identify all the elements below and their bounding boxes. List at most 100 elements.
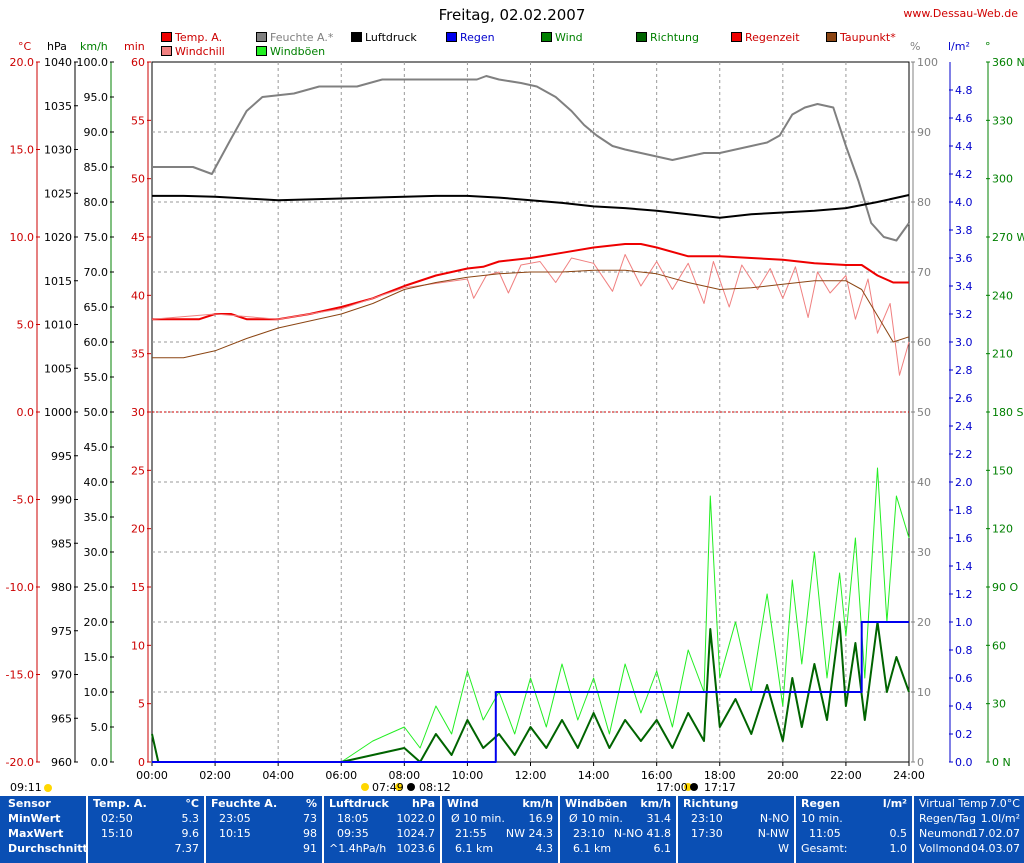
axis-header-rain: l/m² [948,40,970,53]
axis-header-direction: ° [985,40,991,53]
pressure-axis-tick-label: 1030 [44,144,72,157]
wind-unit: km/h [522,797,553,810]
rain-axis-tick-label: 4.8 [955,84,973,97]
x-tick-label: 18:00 [704,769,736,782]
pressure-trend: ^1.4hPa/h [329,842,387,855]
wind-r2-value: NW 24.3 [505,827,553,840]
rain-axis-tick-label: 3.4 [955,280,973,293]
rain-axis-tick-label: 1.2 [955,588,973,601]
pressure-axis-tick-label: 985 [51,537,72,550]
humidity-axis-tick-label: 0 [917,756,924,769]
wind-r3-label: 6.1 km [455,842,494,855]
minutes-axis-tick-label: 0 [138,756,145,769]
chart-title: Freitag, 02.02.2007 [438,6,586,24]
sun-marker [361,783,369,791]
minutes-axis-tick-label: 50 [131,173,145,186]
legend-humidity-swatch [256,32,267,42]
legend-windchill-label: Windchill [175,45,225,58]
gust-unit: km/h [640,797,671,810]
x-tick-label: 08:00 [388,769,420,782]
sunrise-time-2: 08:12 [419,781,451,794]
pressure-axis-tick-label: 960 [51,756,72,769]
column-divider [322,796,324,863]
rain-axis-tick-label: 1.8 [955,504,973,517]
rain-axis-tick-label: 4.4 [955,140,973,153]
legend-gust-label: Windböen [270,45,326,58]
humidity-axis-tick-label: 50 [917,406,931,419]
minutes-axis-tick-label: 55 [131,114,145,127]
humidity-avg: 91 [303,842,317,855]
temp-axis-tick-label: 10.0 [10,231,35,244]
direction-r3-value: W [778,842,789,855]
sun-marker [44,784,52,792]
pressure-axis-tick-label: 965 [51,712,72,725]
pressure-axis-tick-label: 1000 [44,406,72,419]
wind-axis-tick-label: 65.0 [84,301,109,314]
sunset-time-2: 17:17 [704,781,736,794]
pressure-axis-tick-label: 970 [51,669,72,682]
legend-humidity: Feuchte A.* [256,31,333,44]
humidity-min-value: 73 [303,812,317,825]
series-windb-en [152,467,910,763]
wind-axis-tick-label: 30.0 [84,546,109,559]
pressure-min-value: 1022.0 [396,812,436,825]
rain-axis-tick-label: 0.6 [955,672,973,685]
column-divider [86,796,88,863]
x-tick-label: 14:00 [578,769,610,782]
sunrise-time: 07:49 [372,781,404,794]
gust-head: Windböen [565,797,628,810]
legend-windchill: Windchill [161,45,225,58]
legend-rain-swatch [446,32,457,42]
x-tick-label: 02:00 [199,769,231,782]
legend-pressure: Luftdruck [351,31,417,44]
site-link[interactable]: www.Dessau-Web.de [903,7,1018,20]
sun-marker [407,783,415,791]
label-min: MinWert [8,812,61,825]
series-taupunkt- [152,269,910,359]
legend-pressure-swatch [351,32,362,42]
legend-dewpoint-label: Taupunkt* [840,31,896,44]
rain-r2-value: 0.5 [889,827,908,840]
weather-chart: 20.015.010.05.00.0-5.0-10.0-15.0-20.0104… [6,56,1024,792]
direction-axis-tick-label: 180 S [992,406,1023,419]
pressure-axis-tick-label: 980 [51,581,72,594]
axis-header-wind: km/h [80,40,108,53]
pressure-axis-tick-label: 1020 [44,231,72,244]
humidity-axis-tick-label: 70 [917,266,931,279]
direction-axis-tick-label: 330 [992,114,1013,127]
temp-unit: °C [185,797,199,810]
pressure-axis-tick-label: 1005 [44,362,72,375]
rain-axis-tick-label: 2.8 [955,364,973,377]
sun-marker [395,783,403,791]
extra-r3-label: Vollmond [919,842,970,855]
temp-max-time: 15:10 [101,827,133,840]
humidity-unit: % [305,797,317,810]
rain-axis-tick-label: 2.0 [955,476,973,489]
legend-temp-swatch [161,32,172,42]
legend-gust: Windböen [256,45,325,58]
wind-axis-tick-label: 100.0 [77,56,109,69]
wind-axis-tick-label: 35.0 [84,511,109,524]
rain-axis-tick-label: 0.0 [955,756,973,769]
legend-rain: Regen [446,31,495,44]
label-sensor: Sensor [8,797,51,810]
legend-temp-label: Temp. A. [175,31,223,44]
legend-direction-label: Richtung [650,31,699,44]
humidity-column: Feuchte A.% 23:05 73 10:15 98 91 [211,796,321,863]
minutes-axis-tick-label: 15 [131,581,145,594]
legend-direction-swatch [636,32,647,42]
column-divider [912,796,914,863]
legend-gust-swatch [256,46,267,56]
minutes-axis-tick-label: 25 [131,464,145,477]
direction-axis-tick-label: 60 [992,639,1006,652]
x-tick-label: 00:00 [136,769,168,782]
pressure-column: Luftdruck hPa 18:05 1022.0 09:35 1024.7 ^1.… [329,796,439,863]
pressure-head: Luftdruck [329,797,389,810]
direction-axis-tick-label: 270 W [992,231,1024,244]
column-divider [794,796,796,863]
pressure-axis-tick-label: 1015 [44,275,72,288]
extra-r2-value: 17.02.07 [971,827,1020,840]
wind-axis-tick-label: 0.0 [91,756,109,769]
minutes-axis-tick-label: 5 [138,698,145,711]
rain-axis-tick-label: 3.0 [955,336,973,349]
